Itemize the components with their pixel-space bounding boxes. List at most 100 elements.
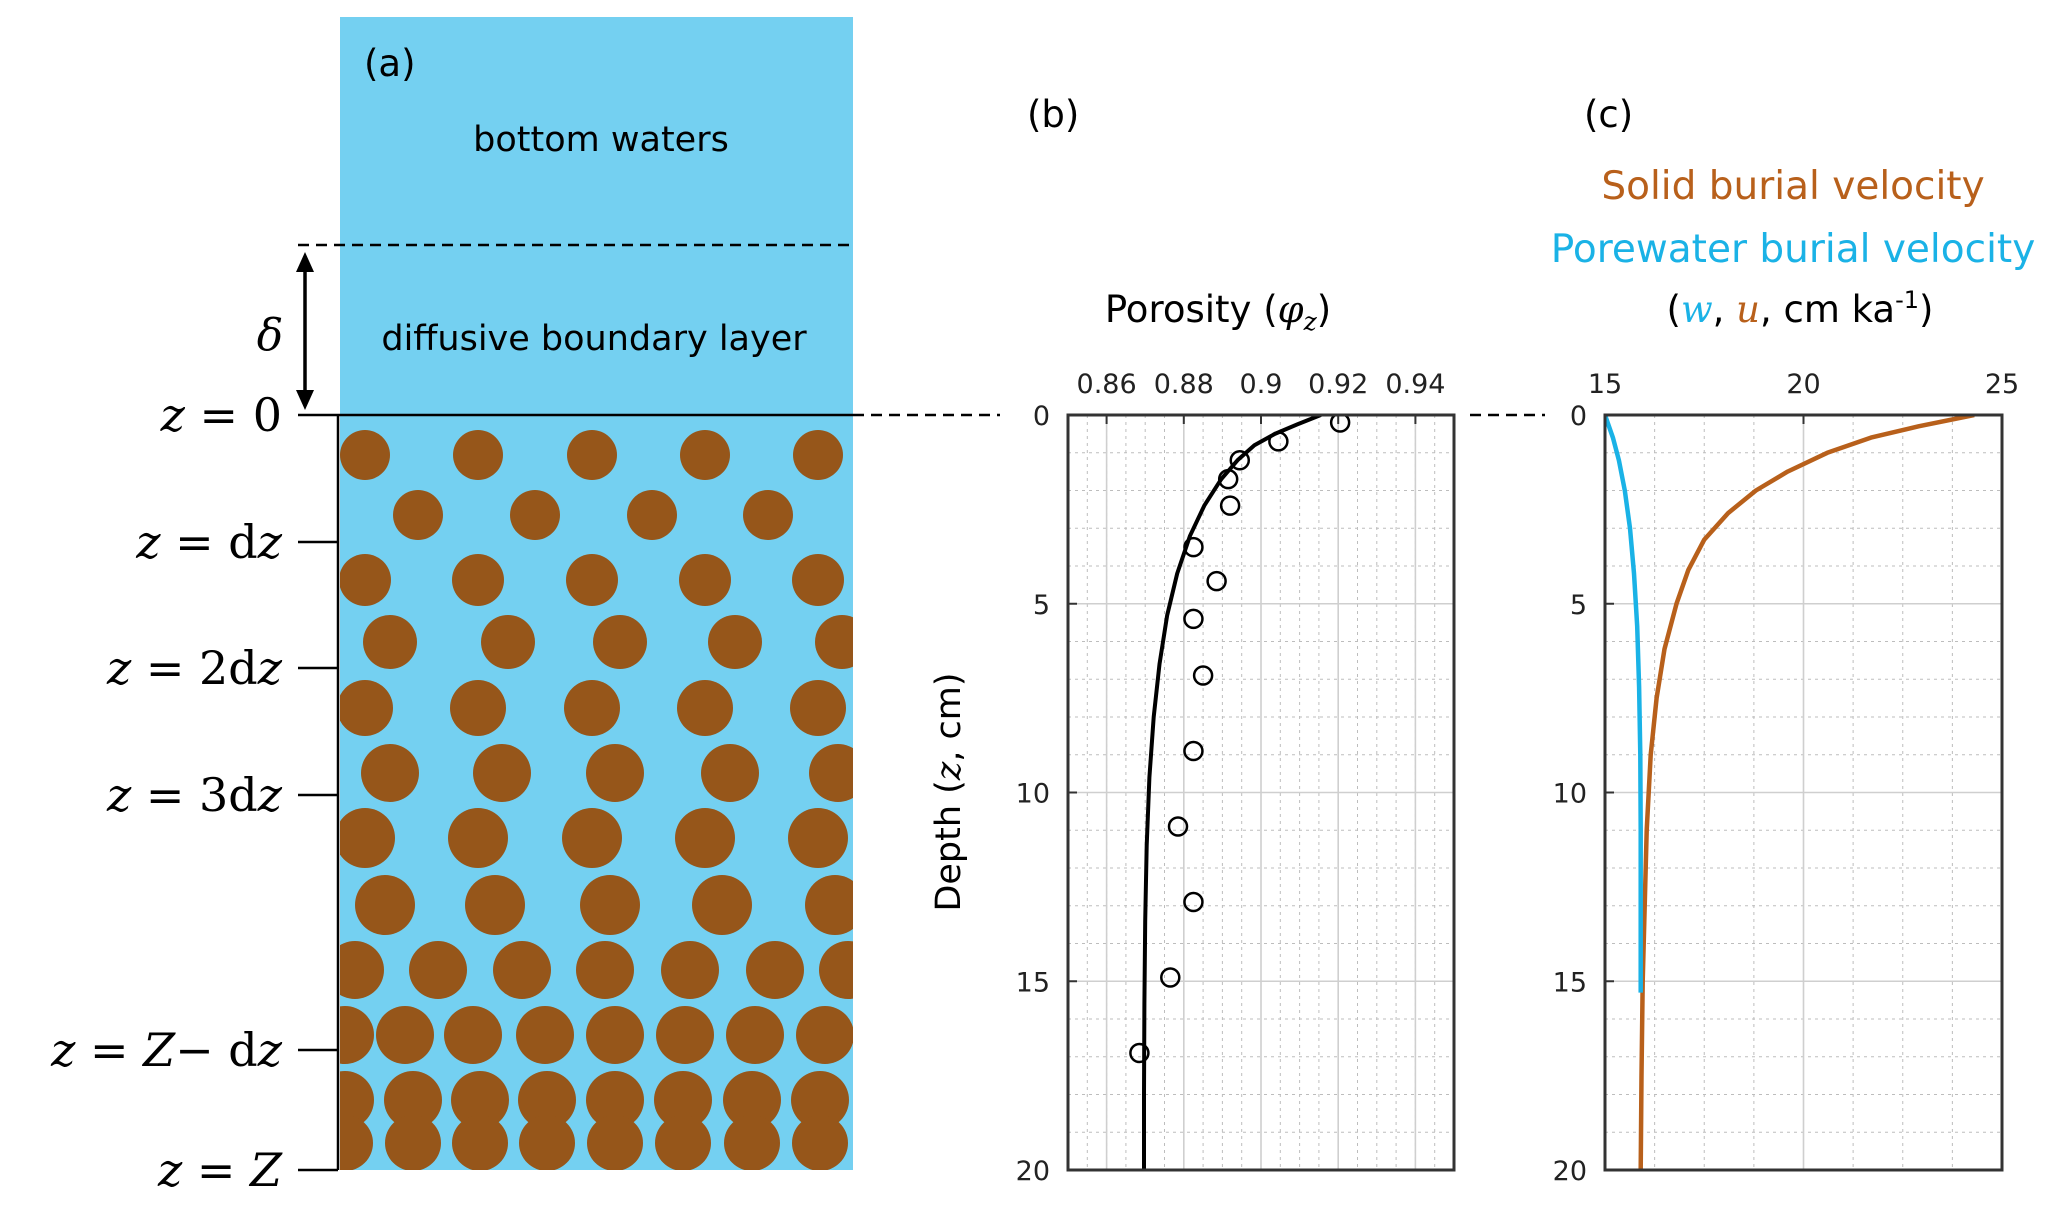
sediment-grain	[519, 1115, 575, 1170]
y-tick-label: 10	[1016, 779, 1050, 810]
sediment-grain	[661, 941, 719, 999]
velocity-grid	[1605, 415, 2002, 1170]
porosity-data-point	[1183, 740, 1204, 762]
x-tick-label: 25	[1985, 369, 2019, 400]
sediment-grain	[680, 430, 730, 480]
x-tick-label: 20	[1786, 369, 1820, 400]
sediment-grain	[791, 1071, 849, 1129]
x-tick-label: 0.88	[1154, 369, 1214, 400]
sediment-grain	[409, 941, 467, 999]
sediment-grain	[586, 744, 644, 802]
porosity-fit-line	[1142, 415, 1322, 1170]
sediment-grain	[627, 490, 677, 540]
panel-c: (c) Solid burial velocity Porewater buri…	[1551, 93, 2036, 1187]
porosity-data-point	[1183, 608, 1204, 630]
delta-symbol: δ	[257, 310, 284, 361]
depth-label: z = Z− dz	[50, 1023, 283, 1077]
sediment-grain	[355, 875, 415, 935]
sediment-grain	[593, 615, 647, 669]
panel-a: (a) bottom waters diffusive boundary lay…	[50, 17, 1545, 1197]
sediment-grain	[679, 554, 731, 606]
porosity-data-point	[1129, 1042, 1150, 1064]
depth-label: z = Z	[157, 1143, 283, 1197]
porosity-data-point	[1268, 431, 1289, 452]
depth-label: z = 0	[160, 388, 282, 442]
porewater-burial-velocity-line	[1605, 415, 1643, 993]
sediment-grain	[656, 1006, 714, 1064]
depth-label: z = dz	[135, 515, 283, 569]
sediment-grain	[453, 430, 503, 480]
panel-a-label: (a)	[364, 42, 416, 85]
sediment-grain	[586, 1006, 644, 1064]
sediment-grain	[586, 1071, 644, 1129]
delta-arrow	[296, 252, 314, 410]
sediment-grain	[340, 680, 393, 736]
panel-b: (b) Porosity (φz) 0.86 0.88 0.9 0.92 0.94 0 5…	[929, 93, 1456, 1187]
depth-labels: z = 0 z = dz z = 2dz z = 3dz z = Z− dz z = Z	[50, 388, 338, 1197]
y-tick-label: 0	[1570, 401, 1587, 432]
velocity-y-ticks: 0 5 10 15 20	[1553, 401, 1614, 1187]
sediment-grain	[677, 680, 733, 736]
dbl-label: diffusive boundary layer	[381, 319, 807, 359]
porosity-y-ticks: 0 5 10 15 20	[1016, 401, 1077, 1187]
sediment-grain	[451, 1071, 509, 1129]
y-tick-label: 5	[1570, 590, 1587, 621]
sediment-grain	[809, 744, 853, 802]
porosity-data-point	[1219, 495, 1241, 516]
porosity-data-point	[1192, 665, 1214, 686]
porosity-data-point	[1206, 570, 1227, 592]
sediment-grain	[340, 554, 391, 606]
bottom-waters-label: bottom waters	[473, 120, 729, 160]
panel-b-label: (b)	[1027, 93, 1079, 136]
velocity-data	[1605, 415, 1975, 1170]
sediment-grain	[815, 615, 853, 669]
sediment-grain	[340, 1071, 374, 1129]
sediment-grain	[723, 1071, 781, 1129]
porosity-data-point	[1183, 536, 1204, 558]
velocity-axis-title: (w, u, cm ka-1)	[1667, 286, 1934, 331]
sediment-grain	[363, 615, 417, 669]
sediment-grain	[518, 1071, 576, 1129]
sediment-grain	[481, 615, 535, 669]
sediment-grain	[516, 1006, 574, 1064]
depth-label: z = 3dz	[106, 768, 283, 822]
sediment-grain	[493, 941, 551, 999]
sediment-grain	[743, 490, 793, 540]
sediment-grain	[654, 1071, 712, 1129]
x-tick-label: 0.92	[1308, 369, 1368, 400]
sediment-grain	[746, 941, 804, 999]
porosity-data-point	[1160, 967, 1181, 988]
porosity-data-point	[1229, 450, 1251, 471]
sediment-grain	[675, 808, 735, 868]
sediment-grain	[701, 744, 759, 802]
sediment-grain	[692, 875, 752, 935]
porosity-data-point	[1329, 415, 1351, 433]
sediment-grain	[340, 1006, 374, 1064]
sediment-grain	[340, 430, 390, 480]
sediment-grain	[587, 1115, 643, 1170]
sediment-grain	[566, 554, 618, 606]
sediment-grain	[655, 1115, 711, 1170]
x-tick-label: 0.9	[1240, 369, 1283, 400]
sediment-grain	[708, 615, 762, 669]
sediment-grain	[792, 1115, 848, 1170]
sediment-grain	[448, 808, 508, 868]
y-tick-label: 0	[1033, 401, 1050, 432]
x-tick-label: 0.94	[1385, 369, 1445, 400]
sediment-grain	[510, 490, 560, 540]
sediment-grain	[384, 1071, 442, 1129]
sediment-grain	[340, 808, 395, 868]
y-tick-label: 20	[1016, 1156, 1050, 1187]
sediment-grains	[340, 430, 853, 1170]
sediment-grain	[796, 1006, 853, 1064]
sediment-grain	[567, 430, 617, 480]
sediment-grain	[450, 680, 506, 736]
solid-burial-velocity-line	[1638, 415, 1975, 1170]
sediment-grain	[564, 680, 620, 736]
x-tick-label: 15	[1588, 369, 1622, 400]
sediment-grain	[340, 1115, 373, 1170]
depth-label: z = 2dz	[106, 641, 283, 695]
depth-axis-title: Depth (z, cm)	[929, 672, 969, 911]
y-tick-label: 5	[1033, 590, 1050, 621]
sediment-grain	[473, 744, 531, 802]
